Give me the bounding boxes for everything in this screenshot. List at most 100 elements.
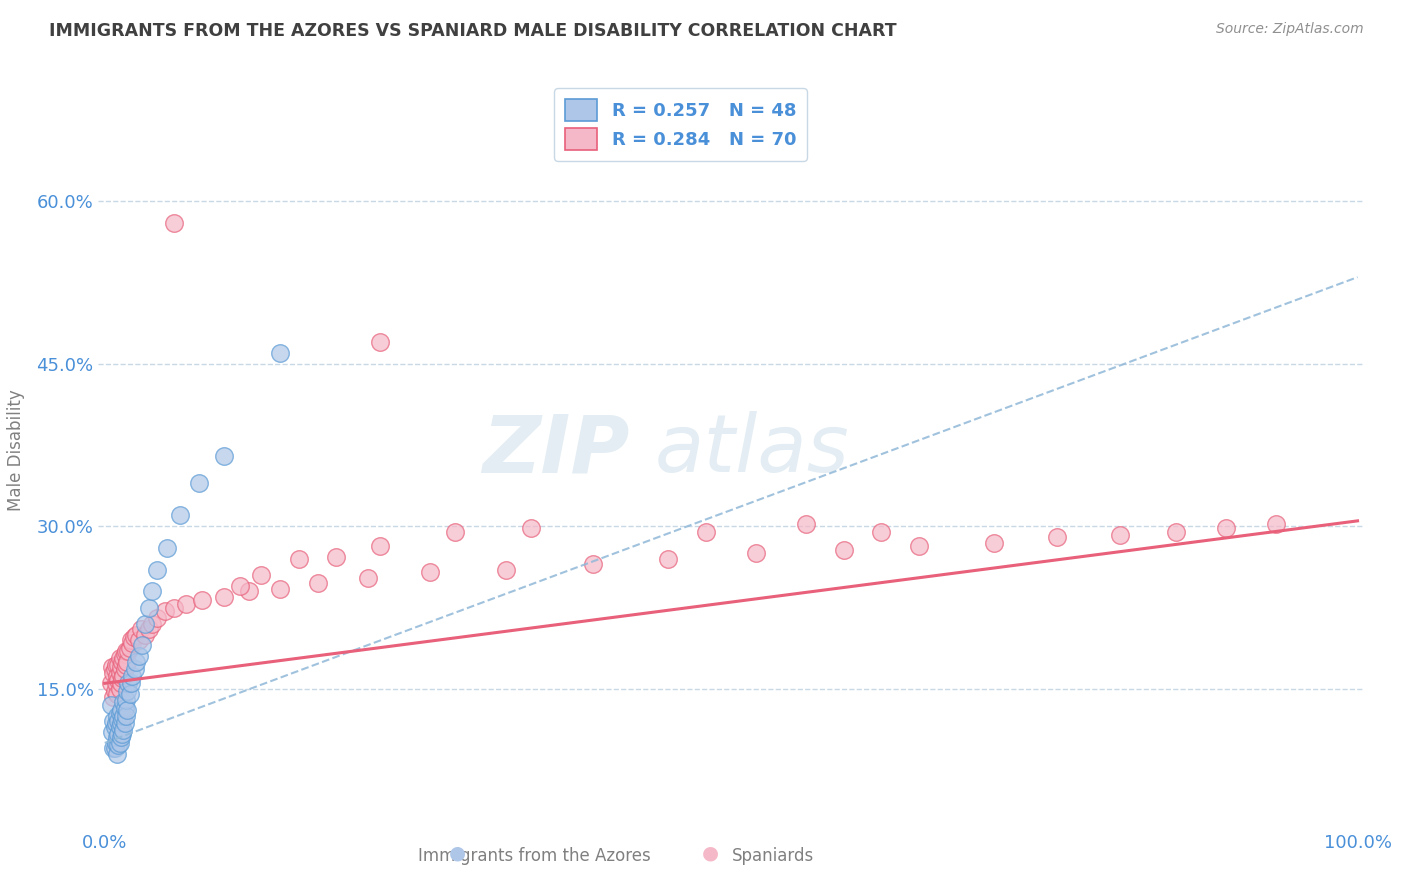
Point bbox=[104, 736, 127, 750]
Point bbox=[138, 622, 160, 636]
Point bbox=[107, 657, 129, 672]
Point bbox=[307, 575, 329, 590]
Point bbox=[122, 630, 145, 644]
Point bbox=[115, 692, 138, 706]
Point bbox=[141, 616, 163, 631]
Point bbox=[832, 543, 855, 558]
Point bbox=[115, 708, 138, 723]
Point bbox=[115, 657, 138, 672]
Point bbox=[138, 600, 160, 615]
Legend: R = 0.257   N = 48, R = 0.284   N = 70: R = 0.257 N = 48, R = 0.284 N = 70 bbox=[554, 88, 807, 161]
Point bbox=[114, 647, 136, 661]
Text: ●: ● bbox=[702, 844, 718, 863]
Point bbox=[107, 727, 129, 741]
Point bbox=[368, 335, 391, 350]
Point bbox=[269, 582, 291, 596]
Point bbox=[1046, 530, 1069, 544]
Point bbox=[288, 551, 311, 566]
Point bbox=[129, 622, 152, 636]
Point bbox=[419, 565, 441, 579]
Point bbox=[104, 741, 127, 756]
Point bbox=[238, 584, 260, 599]
Point bbox=[983, 535, 1005, 549]
Point bbox=[191, 593, 214, 607]
Point bbox=[118, 687, 141, 701]
Point bbox=[128, 633, 150, 648]
Point bbox=[104, 676, 127, 690]
Point bbox=[1164, 524, 1187, 539]
Point bbox=[120, 676, 142, 690]
Point bbox=[105, 731, 128, 745]
Point bbox=[117, 676, 139, 690]
Point bbox=[105, 747, 128, 761]
Point bbox=[212, 590, 235, 604]
Text: Spaniards: Spaniards bbox=[733, 847, 814, 865]
Point bbox=[134, 616, 156, 631]
Point bbox=[112, 669, 135, 683]
Point bbox=[229, 579, 252, 593]
Point bbox=[212, 449, 235, 463]
Point bbox=[108, 706, 131, 720]
Point bbox=[111, 655, 134, 669]
Text: atlas: atlas bbox=[655, 411, 851, 490]
Point bbox=[105, 708, 128, 723]
Point bbox=[519, 521, 541, 535]
Point bbox=[582, 557, 605, 572]
Point bbox=[107, 738, 129, 752]
Point bbox=[125, 627, 148, 641]
Point bbox=[794, 517, 817, 532]
Point bbox=[112, 651, 135, 665]
Point bbox=[108, 736, 131, 750]
Point bbox=[114, 662, 136, 676]
Point bbox=[121, 669, 143, 683]
Point bbox=[128, 649, 150, 664]
Point bbox=[107, 673, 129, 687]
Point bbox=[112, 723, 135, 737]
Point bbox=[187, 475, 209, 490]
Text: Immigrants from the Azores: Immigrants from the Azores bbox=[418, 847, 651, 865]
Point bbox=[103, 741, 125, 756]
Point bbox=[162, 216, 184, 230]
Point bbox=[110, 660, 132, 674]
Point bbox=[111, 671, 134, 685]
Point bbox=[1265, 517, 1288, 532]
Point bbox=[105, 669, 128, 683]
Point bbox=[134, 627, 156, 641]
Point bbox=[111, 712, 134, 726]
Point bbox=[101, 660, 124, 674]
Y-axis label: Male Disability: Male Disability bbox=[7, 390, 25, 511]
Point bbox=[115, 684, 138, 698]
Point bbox=[115, 655, 138, 669]
Point bbox=[114, 716, 136, 731]
Point bbox=[103, 690, 125, 705]
Point bbox=[103, 665, 125, 680]
Point bbox=[870, 524, 893, 539]
Point bbox=[695, 524, 717, 539]
Point bbox=[114, 701, 136, 715]
Point bbox=[107, 714, 129, 729]
Point bbox=[444, 524, 467, 539]
Point bbox=[104, 716, 127, 731]
Point bbox=[112, 708, 135, 723]
Point bbox=[111, 727, 134, 741]
Text: ●: ● bbox=[449, 844, 465, 863]
Point bbox=[104, 684, 127, 698]
Point bbox=[115, 644, 138, 658]
Point bbox=[495, 563, 517, 577]
Point bbox=[115, 703, 138, 717]
Point bbox=[112, 695, 135, 709]
Point bbox=[169, 508, 191, 523]
Point bbox=[121, 636, 143, 650]
Point bbox=[108, 720, 131, 734]
Point bbox=[174, 597, 197, 611]
Point bbox=[1215, 521, 1237, 535]
Point bbox=[108, 665, 131, 680]
Point bbox=[124, 662, 146, 676]
Point bbox=[104, 720, 127, 734]
Point bbox=[108, 681, 131, 696]
Point bbox=[1108, 528, 1130, 542]
Point bbox=[269, 346, 291, 360]
Point bbox=[908, 539, 931, 553]
Point bbox=[100, 676, 122, 690]
Point bbox=[325, 549, 347, 564]
